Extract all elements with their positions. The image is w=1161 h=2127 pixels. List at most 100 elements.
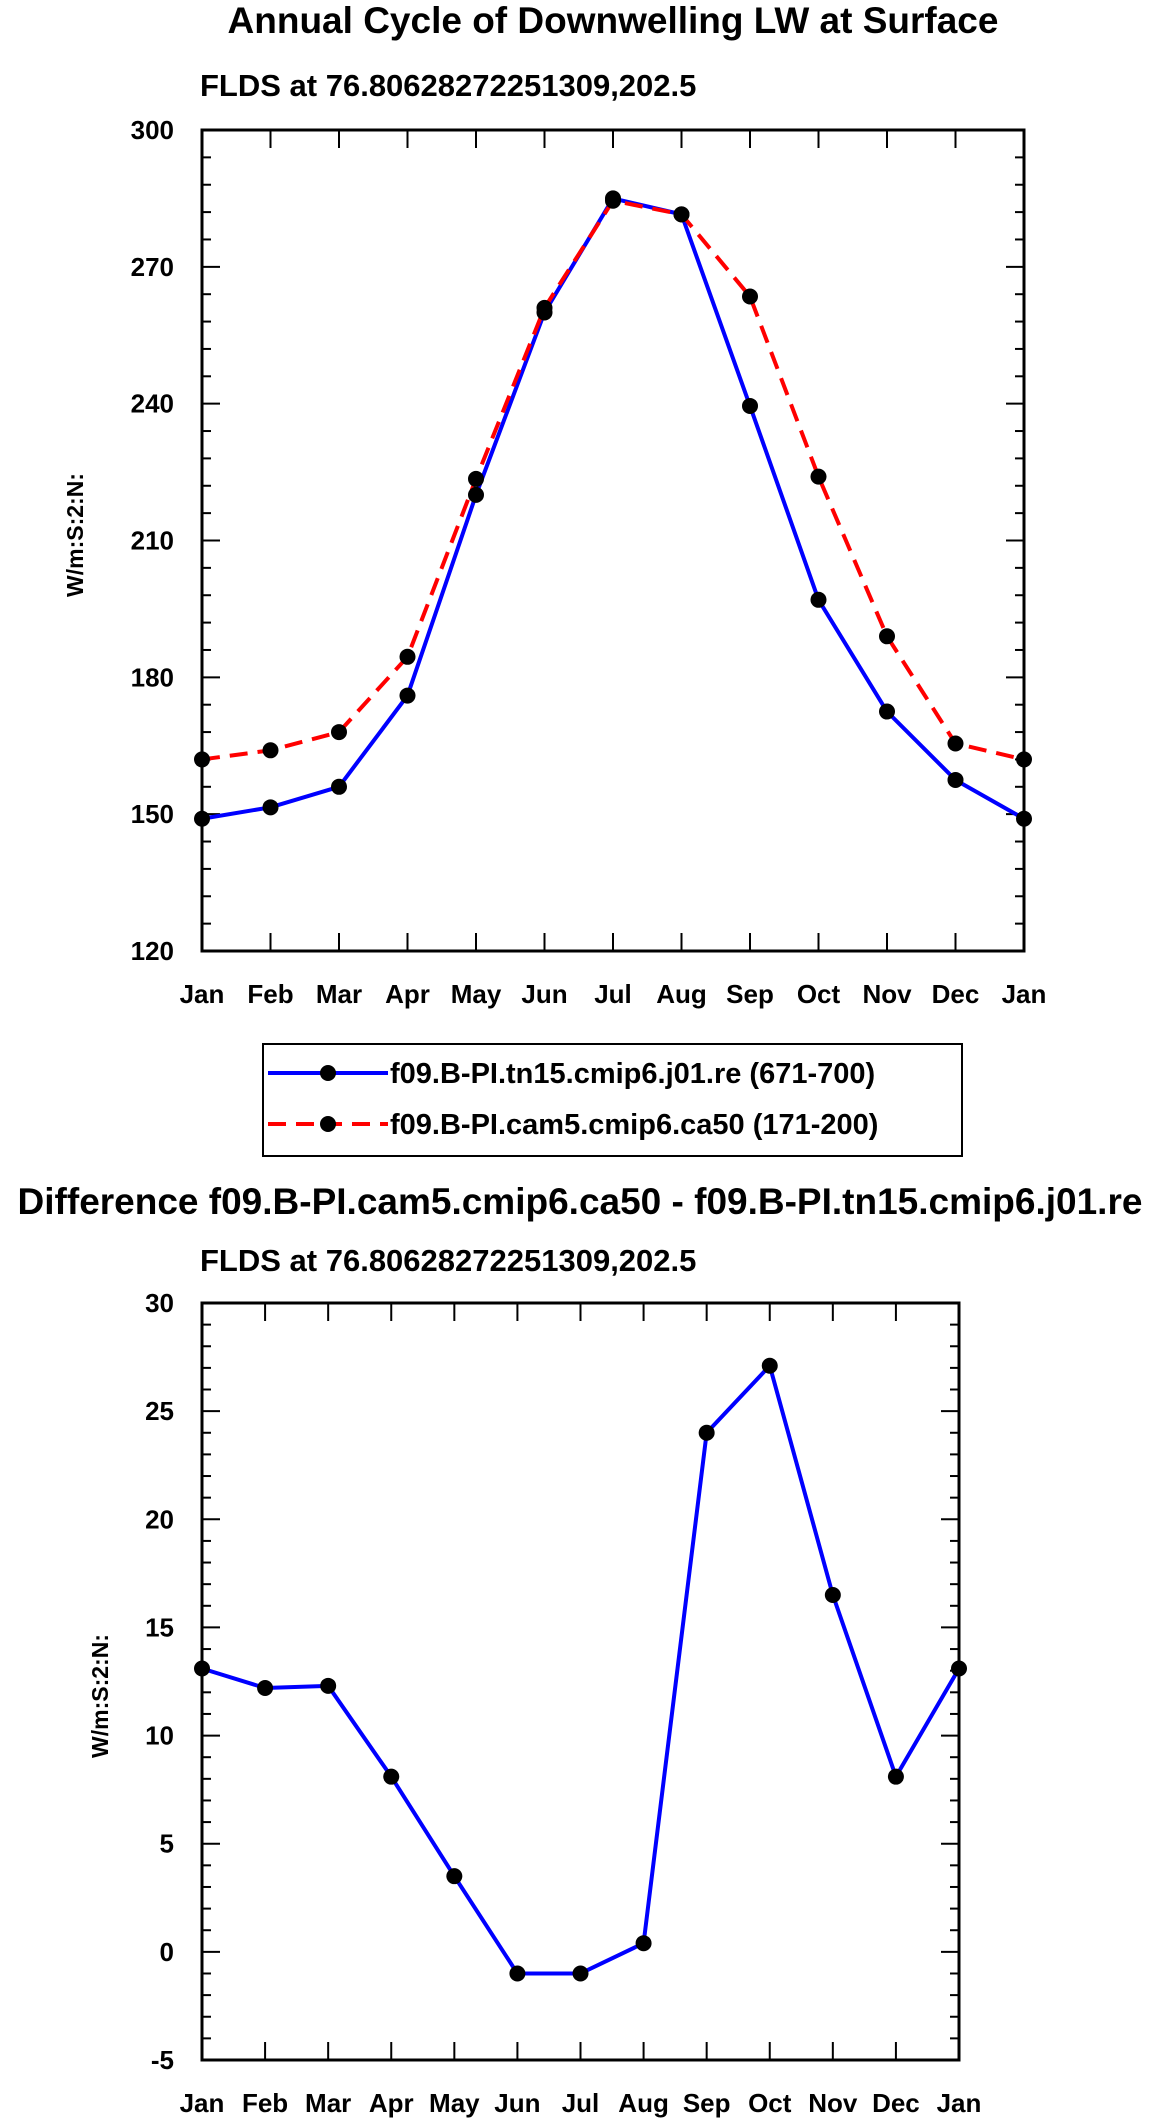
data-point xyxy=(331,778,347,795)
x-tick-label: Jul xyxy=(594,979,632,1009)
y-tick-labels: -5 0 5 10 15 20 25 30 xyxy=(145,1288,174,2075)
x-tick-label: May xyxy=(429,2088,480,2118)
chart-subtitle: FLDS at 76.80628272251309,202.5 xyxy=(200,68,696,103)
difference-chart: Difference f09.B-PI.cam5.cmip6.ca50 - f0… xyxy=(18,1181,1143,2118)
series-line-1 xyxy=(201,196,1025,821)
x-tick-label: Jan xyxy=(1002,979,1047,1009)
y-tick-label: 180 xyxy=(131,662,174,692)
x-tick-label: Aug xyxy=(656,979,707,1009)
data-point xyxy=(761,1357,778,1374)
x-tick-label: Apr xyxy=(385,979,430,1009)
x-tick-label: Nov xyxy=(808,2088,858,2118)
data-point xyxy=(879,703,895,720)
series-line-2 xyxy=(201,198,1025,762)
x-tick-label: Jan xyxy=(180,979,225,1009)
legend-marker-2 xyxy=(320,1116,336,1132)
plot-frame xyxy=(200,1301,961,2062)
y-tick-label: -5 xyxy=(151,2045,174,2075)
chart-subtitle: FLDS at 76.80628272251309,202.5 xyxy=(200,1243,696,1278)
data-point xyxy=(947,735,964,752)
x-tick-labels: Jan Feb Mar Apr May Jun Jul Aug Sep Oct Nov Dec Jan xyxy=(180,2088,982,2118)
y-tick-label: 240 xyxy=(131,389,174,419)
series-markers xyxy=(194,190,1032,827)
data-point xyxy=(383,1768,400,1785)
axis-ticks xyxy=(201,129,1025,952)
data-point xyxy=(947,771,964,788)
legend-entry-1: f09.B-PI.tn15.cmip6.j01.re (671-700) xyxy=(268,1058,875,1090)
x-tick-label: Aug xyxy=(618,2088,669,2118)
data-point xyxy=(262,742,279,759)
y-tick-label: 270 xyxy=(131,252,174,282)
y-tick-labels: 120 150 180 210 240 270 300 xyxy=(131,115,174,966)
y-tick-label: 10 xyxy=(145,1721,174,1751)
data-point xyxy=(468,470,484,487)
legend: f09.B-PI.tn15.cmip6.j01.re (671-700) f09… xyxy=(262,1043,963,1157)
x-tick-label: Jan xyxy=(180,2088,225,2118)
y-tick-label: 150 xyxy=(131,799,174,829)
chart-title: Annual Cycle of Downwelling LW at Surfac… xyxy=(228,0,999,41)
y-tick-label: 5 xyxy=(160,1829,174,1859)
data-point xyxy=(824,1586,841,1603)
y-tick-label: 20 xyxy=(145,1504,174,1534)
x-tick-labels: Jan Feb Mar Apr May Jun Jul Aug Sep Oct Nov Dec Jan xyxy=(180,979,1047,1009)
y-axis-label: W/m:S:2:N: xyxy=(62,473,88,597)
x-tick-label: Oct xyxy=(748,2088,792,2118)
series-line-1 xyxy=(201,1363,961,1976)
y-tick-label: 15 xyxy=(145,1612,174,1642)
data-point xyxy=(887,1768,904,1785)
x-tick-label: Dec xyxy=(872,2088,920,2118)
data-point xyxy=(879,628,895,645)
data-point xyxy=(698,1424,715,1441)
x-tick-label: Mar xyxy=(305,2088,351,2118)
data-point xyxy=(635,1935,652,1952)
chart-title: Difference f09.B-PI.cam5.cmip6.ca50 - f0… xyxy=(18,1181,1143,1222)
legend-label-1: f09.B-PI.tn15.cmip6.j01.re (671-700) xyxy=(390,1058,875,1090)
y-tick-label: 120 xyxy=(131,936,174,966)
y-tick-label: 300 xyxy=(131,115,174,145)
y-tick-label: 210 xyxy=(131,526,174,556)
x-tick-label: Feb xyxy=(247,979,293,1009)
plot-frame xyxy=(200,128,1026,953)
data-point xyxy=(509,1965,526,1982)
data-point xyxy=(331,724,347,741)
x-tick-label: May xyxy=(451,979,502,1009)
y-tick-label: 30 xyxy=(145,1288,174,1318)
data-point xyxy=(536,299,553,316)
data-point xyxy=(446,1868,463,1885)
data-point xyxy=(673,206,690,223)
x-tick-label: Jul xyxy=(562,2088,600,2118)
annual-cycle-chart: Annual Cycle of Downwelling LW at Surfac… xyxy=(62,0,1046,1009)
x-tick-label: Sep xyxy=(726,979,774,1009)
data-point xyxy=(605,192,621,209)
axis-ticks xyxy=(201,1302,960,2061)
x-tick-label: Mar xyxy=(316,979,362,1009)
x-tick-label: Jun xyxy=(494,2088,540,2118)
data-point xyxy=(742,397,758,414)
y-tick-label: 0 xyxy=(160,1937,174,1967)
data-point xyxy=(257,1679,274,1696)
data-point xyxy=(572,1965,589,1982)
legend-label-2: f09.B-PI.cam5.cmip6.ca50 (171-200) xyxy=(390,1109,878,1141)
legend-box xyxy=(262,1043,963,1157)
x-tick-label: Dec xyxy=(932,979,980,1009)
x-tick-label: Sep xyxy=(683,2088,731,2118)
y-tick-label: 25 xyxy=(145,1396,174,1426)
series-markers xyxy=(194,1357,967,1982)
x-tick-label: Oct xyxy=(797,979,841,1009)
data-point xyxy=(320,1677,337,1694)
series-lines xyxy=(201,196,1025,821)
x-tick-label: Jan xyxy=(937,2088,982,2118)
data-point xyxy=(810,591,827,608)
data-point xyxy=(468,486,484,503)
y-axis-label: W/m:S:2:N: xyxy=(87,1634,113,1758)
series-lines xyxy=(201,1363,961,1976)
x-tick-label: Apr xyxy=(369,2088,414,2118)
x-tick-label: Nov xyxy=(862,979,912,1009)
x-tick-label: Feb xyxy=(242,2088,288,2118)
data-point xyxy=(262,799,279,816)
legend-marker-1 xyxy=(320,1065,336,1081)
data-point xyxy=(399,687,416,704)
data-point xyxy=(742,288,758,305)
x-tick-label: Jun xyxy=(521,979,567,1009)
